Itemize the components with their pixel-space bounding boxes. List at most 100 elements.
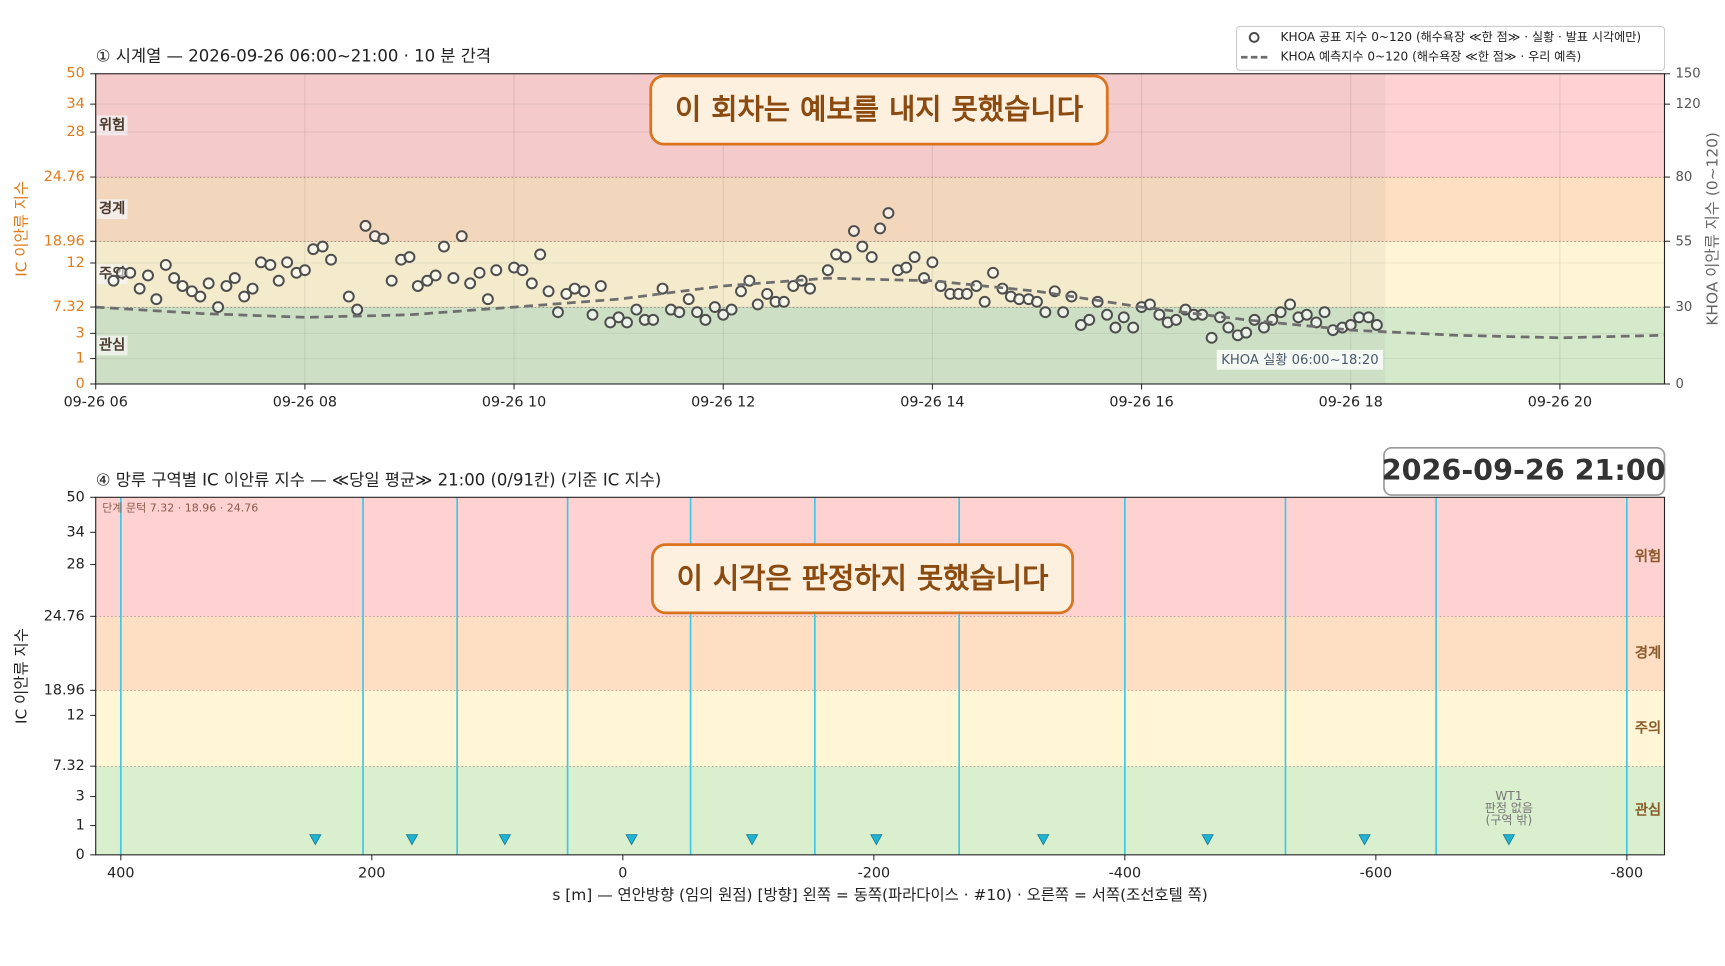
observation-point (1300, 308, 1313, 321)
message-box (650, 543, 1075, 615)
message: 이 시각은 판정하지 못했습니다 (677, 561, 1050, 595)
zone-marker (405, 834, 419, 846)
observation-point (1039, 306, 1052, 319)
observation-point (307, 243, 320, 256)
message-box (649, 74, 1109, 146)
observation-point (926, 256, 939, 269)
observation-point (699, 313, 712, 326)
observation-point (874, 222, 887, 235)
observation-point (1127, 321, 1140, 334)
observation-point (682, 293, 695, 306)
observation-point (264, 259, 277, 271)
observation-point (481, 293, 494, 306)
observation-point (1362, 311, 1375, 324)
observation-point (882, 207, 895, 219)
x-axis-label: s [m] — 연안방향 (임의 원점) [방향] 왼쪽 = 동쪽(파라다이스 … (552, 886, 1207, 904)
observation-point (107, 274, 120, 287)
band-label: 위험 (1635, 548, 1661, 565)
observation-point (124, 266, 137, 279)
band-label-bg (96, 199, 128, 220)
observation-point (429, 269, 442, 282)
observation-point (133, 282, 146, 295)
observation-point (594, 280, 607, 292)
x-tick-label: 09-26 18 (1319, 395, 1383, 411)
x-tick-label: -400 (1109, 866, 1141, 882)
zone-marker (1502, 834, 1516, 846)
plot-frame (95, 73, 1666, 385)
observation-point (411, 280, 424, 292)
zone-marker (309, 834, 322, 846)
band (95, 766, 1665, 855)
y2-tick-label: 120 (1675, 97, 1700, 112)
observation-point (960, 287, 973, 300)
observation-point (1101, 308, 1113, 321)
observation-point (725, 303, 738, 316)
observation-point (787, 280, 800, 292)
band (95, 616, 1665, 691)
observation-point (351, 303, 364, 316)
y-tick-label: 28 (67, 124, 85, 140)
x-tick-label: -600 (1360, 866, 1392, 882)
observation-point (751, 298, 764, 311)
band (95, 241, 1665, 308)
band-label-bg (96, 115, 128, 136)
x-tick-label: 200 (358, 866, 385, 882)
y-tick-label: 18.96 (44, 233, 85, 249)
observation-point (159, 259, 172, 271)
observation-point (856, 240, 869, 253)
observation-point (212, 301, 225, 313)
observation-point (568, 282, 581, 295)
plot-frame (95, 496, 1666, 856)
observation-point (1274, 306, 1287, 319)
observation-point (1153, 308, 1166, 321)
observation-point (900, 261, 913, 274)
observation-point (1109, 321, 1122, 334)
legend-label: KHOA 예측지수 0~120 (해수욕장 ≪한 점≫ · 우리 예측) (1281, 50, 1582, 64)
x-tick-label: 09-26 20 (1528, 395, 1592, 411)
y-tick-label: 0 (76, 376, 85, 392)
observation-point (612, 311, 625, 324)
band-label: 경계 (99, 199, 125, 217)
observation-point (150, 293, 163, 306)
observation-point (1170, 313, 1183, 326)
observation-point (464, 277, 477, 290)
threshold-note: 단계 문턱 7.32 · 18.96 · 24.76 (102, 501, 258, 514)
observation-point (1284, 298, 1297, 311)
observation-point (228, 272, 241, 285)
observation-point (908, 251, 921, 264)
zone-marker (498, 834, 512, 846)
y-axis-label: IC 이안류 지수 (13, 628, 31, 724)
y2-tick-label: 80 (1675, 170, 1692, 185)
observation-point (316, 240, 329, 253)
band-label-bg (96, 335, 128, 356)
observation-point (342, 290, 355, 303)
y-tick-label: 12 (67, 707, 85, 723)
band-label: 관심 (99, 337, 125, 354)
observation-point (1257, 321, 1270, 334)
chart-title: ① 시계열 — 2026-09-26 06:00~21:00 · 10 분 간격 (96, 47, 491, 66)
observation-point (761, 287, 774, 300)
y-tick-label: 28 (67, 557, 85, 573)
y2-axis-label: KHOA 이안류 지수 (0~120) (1703, 132, 1721, 326)
observed-range-label-bg (1216, 349, 1384, 370)
legend (1235, 25, 1666, 72)
observation-point (1117, 311, 1130, 324)
band-label: 위험 (99, 116, 125, 133)
observation-point (176, 280, 189, 292)
observation-point (1057, 306, 1070, 319)
legend-label: KHOA 공표 지수 0~120 (해수욕장 ≪한 점≫ · 실황 · 발표 시… (1281, 30, 1642, 44)
y-tick-label: 3 (76, 789, 85, 805)
observation-point (298, 264, 311, 277)
y-axis-label: IC 이안류 지수 (13, 181, 31, 277)
observation-point (1074, 319, 1087, 331)
observation-point (830, 248, 843, 261)
observation-point (1031, 295, 1043, 308)
y-tick-label: 24.76 (44, 608, 85, 624)
observation-point (220, 280, 233, 292)
x-tick-label: 09-26 06 (64, 395, 128, 411)
observation-point (447, 272, 460, 285)
x-tick-label: 09-26 16 (1109, 395, 1173, 411)
observation-point (246, 282, 259, 295)
y2-tick-label: 30 (1675, 300, 1692, 315)
observation-point (1222, 321, 1235, 334)
